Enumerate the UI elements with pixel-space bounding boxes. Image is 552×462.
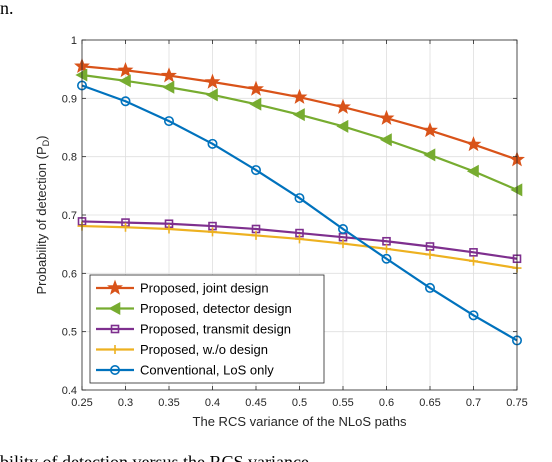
y-axis-label-close: ) [34, 136, 49, 140]
bottom-text-fragment: 3. Probability of detection versus the R… [0, 452, 309, 462]
series-4 [77, 80, 522, 346]
data-point [382, 244, 391, 254]
legend-marker [110, 324, 120, 334]
legend-entry: Conventional, LoS only [96, 363, 274, 378]
data-point [204, 73, 221, 89]
legend-marker [110, 364, 121, 375]
y-tick-label: 0.7 [62, 210, 77, 222]
data-point [468, 310, 479, 321]
data-point [251, 230, 261, 240]
legend-entry: Proposed, transmit design [96, 322, 291, 337]
data-point [291, 88, 308, 104]
y-axis-label-subscript: D [41, 139, 51, 146]
legend-label: Proposed, joint design [140, 281, 269, 296]
series-line [81, 220, 518, 260]
data-point [379, 133, 392, 147]
data-point [336, 119, 349, 133]
top-text-fragment: n. [0, 0, 14, 18]
y-tick-label: 1 [71, 35, 77, 47]
data-point [251, 165, 262, 176]
data-point [207, 138, 218, 149]
x-tick-label: 0.45 [245, 397, 266, 409]
legend: Proposed, joint design Proposed, detector… [89, 274, 325, 384]
y-axis-label: Probability of detection (PD) [34, 136, 51, 295]
data-point [469, 256, 478, 266]
series-layer [74, 57, 525, 346]
y-tick-label: 0.8 [62, 152, 77, 164]
data-point [164, 224, 174, 234]
y-axis-label-main: Probability of detection (P [34, 146, 49, 294]
data-point [295, 234, 304, 244]
legend-label: Proposed, w./o design [140, 342, 268, 357]
ticks: 0.25 0.3 0.35 0.4 0.45 0.5 0.55 0.6 0.65 0.7 0.75 0… [62, 35, 528, 409]
data-point [205, 88, 218, 102]
x-tick-label: 0.6 [379, 397, 394, 409]
x-tick-label: 0.55 [332, 397, 353, 409]
legend-label: Proposed, detector design [140, 301, 292, 316]
data-point [465, 136, 482, 152]
data-point [294, 193, 305, 204]
data-point [75, 68, 88, 82]
legend-entry: Proposed, detector design [96, 301, 292, 316]
data-point [164, 116, 175, 127]
data-point [121, 222, 130, 232]
y-tick-label: 0.6 [62, 268, 77, 280]
x-tick-label: 0.3 [118, 397, 133, 409]
data-point [466, 164, 479, 178]
legend-entry: Proposed, w./o design [96, 342, 268, 357]
data-point [248, 80, 264, 96]
legend-entry: Proposed, joint design [96, 279, 269, 296]
data-point [338, 239, 348, 249]
data-point [249, 97, 262, 111]
legend-marker [107, 279, 123, 295]
data-point [424, 282, 435, 293]
legend-marker [110, 345, 120, 354]
y-tick-label: 0.4 [62, 385, 77, 397]
x-tick-label: 0.25 [71, 397, 92, 409]
data-point [161, 67, 177, 83]
y-tick-label: 0.9 [62, 93, 77, 105]
data-point [510, 183, 523, 197]
data-point [118, 74, 131, 88]
legend-label: Proposed, transmit design [140, 322, 291, 337]
data-point [292, 108, 305, 122]
data-point [378, 109, 395, 125]
series-line [81, 84, 518, 342]
data-point [120, 96, 131, 107]
series-1 [75, 68, 523, 197]
data-point [381, 253, 392, 264]
x-tick-label: 0.65 [419, 397, 440, 409]
x-tick-label: 0.7 [466, 397, 481, 409]
data-point [425, 250, 435, 260]
data-point [337, 224, 348, 235]
x-tick-label: 0.75 [506, 397, 527, 409]
legend-label: Conventional, LoS only [140, 363, 274, 378]
data-point [422, 122, 438, 138]
data-point [423, 148, 436, 162]
legend-marker [108, 301, 121, 316]
x-tick-label: 0.4 [205, 397, 220, 409]
x-tick-label: 0.5 [292, 397, 307, 409]
data-point [117, 61, 134, 78]
x-axis-label: The RCS variance of the NLoS paths [193, 414, 407, 429]
data-point [208, 227, 217, 237]
y-tick-label: 0.5 [62, 327, 77, 339]
data-point [162, 80, 175, 94]
data-point [425, 242, 435, 251]
data-point [469, 248, 478, 257]
x-tick-label: 0.35 [158, 397, 179, 409]
data-point [335, 98, 351, 114]
